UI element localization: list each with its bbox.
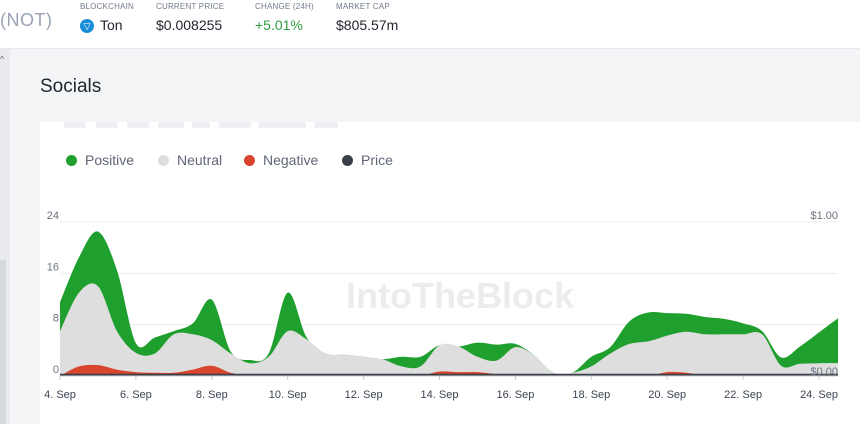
x-tick-label: 6. Sep	[120, 389, 152, 401]
y2-tick-label: $1.00	[810, 210, 838, 222]
x-tick-label: 8. Sep	[196, 389, 228, 401]
change-value: +5.01%	[255, 17, 303, 33]
legend-dot-negative	[244, 155, 255, 166]
x-tick-label: 20. Sep	[648, 389, 686, 401]
price-stat: CURRENT PRICE $0.008255	[156, 2, 224, 33]
price-value: $0.008255	[156, 17, 223, 33]
legend-label-neutral: Neutral	[177, 152, 223, 168]
range-button[interactable]	[158, 122, 184, 128]
market-cap-stat: MARKET CAP $805.57m	[336, 2, 398, 33]
legend-dot-positive	[66, 155, 77, 166]
y-tick-label: 8	[53, 313, 59, 325]
range-button[interactable]	[192, 122, 210, 128]
legend-label-price: Price	[361, 152, 393, 168]
y-tick-label: 0	[53, 364, 59, 376]
change-stat: CHANGE (24H) +5.01%	[255, 2, 314, 33]
watermark-text: IntoTheBlock	[346, 275, 575, 316]
change-label: CHANGE (24H)	[255, 2, 314, 11]
x-tick-label: 22. Sep	[724, 389, 762, 401]
range-button[interactable]	[64, 122, 86, 128]
blockchain-stat: BLOCKCHAIN ▽ Ton	[80, 2, 135, 34]
price-label: CURRENT PRICE	[156, 2, 225, 11]
range-button[interactable]	[314, 122, 338, 128]
blockchain-label: BLOCKCHAIN	[80, 2, 135, 11]
market-cap-label: MARKET CAP	[336, 2, 390, 11]
legend-dot-price	[342, 155, 353, 166]
series-area-neutral	[60, 283, 838, 376]
legend-label-negative: Negative	[263, 152, 319, 168]
ton-icon: ▽	[80, 19, 94, 34]
y-tick-label: 24	[47, 210, 59, 222]
x-tick-label: 24. Sep	[800, 389, 838, 401]
y-tick-label: 16	[47, 261, 59, 273]
range-button[interactable]	[96, 122, 118, 128]
side-scrollbar[interactable]: ^	[0, 48, 10, 424]
blockchain-name: Ton	[100, 17, 123, 33]
legend-item-positive[interactable]: Positive	[66, 152, 134, 168]
x-tick-label: 14. Sep	[421, 389, 459, 401]
legend-dot-neutral	[158, 155, 169, 166]
scrollbar-thumb[interactable]	[0, 260, 6, 424]
x-tick-label: 4. Sep	[44, 389, 76, 401]
caret-up-icon: ^	[0, 54, 5, 64]
token-ticker: (NOT)	[0, 10, 53, 30]
legend-item-neutral[interactable]: Neutral	[158, 152, 222, 168]
x-tick-label: 18. Sep	[572, 389, 610, 401]
section-title: Socials	[40, 76, 102, 97]
range-button[interactable]	[219, 122, 251, 128]
legend-item-price[interactable]: Price	[342, 152, 393, 168]
legend-item-negative[interactable]: Negative	[244, 152, 318, 168]
market-cap-value: $805.57m	[336, 17, 399, 33]
range-button[interactable]	[127, 122, 149, 128]
range-button[interactable]	[258, 122, 306, 128]
x-tick-label: 12. Sep	[345, 389, 383, 401]
top-bar: (NOT) BLOCKCHAIN ▽ Ton CURRENT PRICE $0.0…	[0, 0, 860, 49]
blockchain-value: ▽ Ton	[80, 17, 134, 34]
x-tick-label: 16. Sep	[496, 389, 534, 401]
y2-tick-label: $0.00	[810, 366, 838, 378]
x-tick-label: 10. Sep	[269, 389, 307, 401]
legend-label-positive: Positive	[85, 152, 135, 168]
series-area-positive	[60, 231, 838, 376]
